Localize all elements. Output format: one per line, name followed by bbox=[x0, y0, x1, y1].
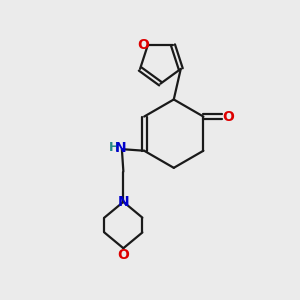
Text: N: N bbox=[115, 141, 126, 155]
Text: O: O bbox=[222, 110, 234, 124]
Text: O: O bbox=[137, 38, 149, 52]
Text: H: H bbox=[109, 141, 119, 154]
Text: N: N bbox=[118, 195, 130, 209]
Text: O: O bbox=[117, 248, 129, 262]
